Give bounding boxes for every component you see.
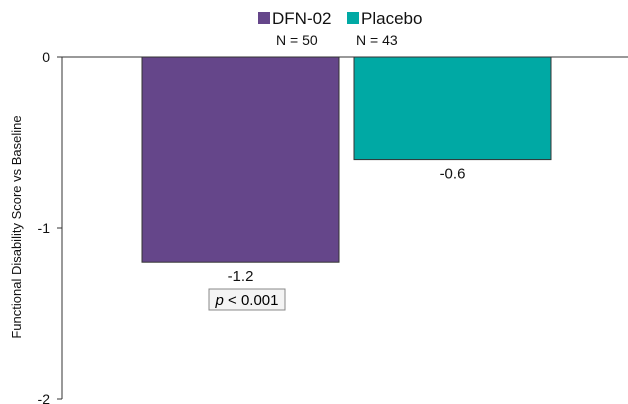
y-tick-label: 0 xyxy=(42,49,50,65)
bar-dfn-02 xyxy=(141,56,340,263)
data-label-placebo: -0.6 xyxy=(440,166,466,183)
legend-label-placebo: Placebo xyxy=(361,9,422,28)
bars xyxy=(141,56,552,263)
y-axis-label: Functional Disability Score vs Baseline xyxy=(9,115,24,338)
legend-swatch-dfn-02 xyxy=(258,12,270,24)
y-tick-label: -2 xyxy=(38,391,51,404)
p-symbol: p xyxy=(215,292,224,309)
y-tick-label: -1 xyxy=(38,220,51,236)
y-ticks: 0 -1 -2 xyxy=(38,49,62,404)
data-label-dfn-02: -1.2 xyxy=(228,268,254,285)
p-value: < 0.001 xyxy=(224,292,279,309)
p-value-text: p < 0.001 xyxy=(215,292,279,309)
legend-label-dfn-02: DFN-02 xyxy=(272,9,332,28)
legend-n-dfn-02: N = 50 xyxy=(276,32,318,48)
bar-placebo xyxy=(353,56,552,161)
data-labels: -1.2 -0.6 xyxy=(228,166,466,286)
p-value-box xyxy=(208,288,286,311)
p-value-annotation: p < 0.001 xyxy=(208,288,286,311)
legend-n-placebo: N = 43 xyxy=(356,32,398,48)
legend: DFN-02 N = 50 Placebo N = 43 xyxy=(258,9,422,48)
legend-swatch-placebo xyxy=(347,12,359,24)
